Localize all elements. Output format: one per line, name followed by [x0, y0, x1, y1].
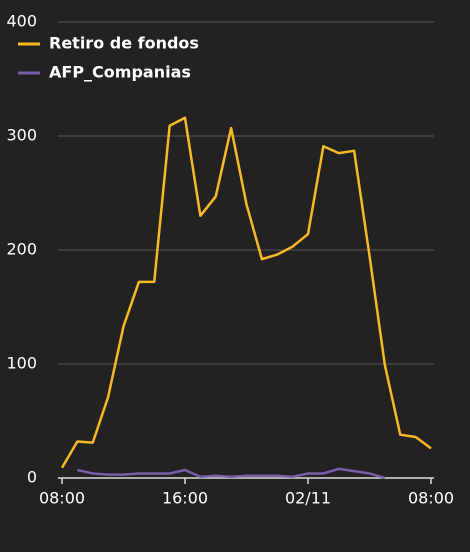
- x-tick-label: 02/11: [285, 489, 331, 508]
- legend-label: Retiro de fondos: [49, 34, 199, 53]
- y-tick-label: 200: [6, 240, 37, 259]
- legend-label: AFP_Companias: [49, 63, 191, 82]
- y-tick-label: 100: [6, 354, 37, 373]
- series-line: [60, 116, 432, 469]
- x-tick-label: 08:00: [408, 489, 454, 508]
- y-tick-label: 0: [27, 468, 37, 487]
- series-line: [77, 467, 386, 480]
- y-tick-label: 400: [6, 12, 37, 31]
- x-tick-label: 08:00: [39, 489, 85, 508]
- x-tick-label: 16:00: [162, 489, 208, 508]
- y-tick-label: 300: [6, 126, 37, 145]
- legend: Retiro de fondos AFP_Companias: [18, 34, 199, 82]
